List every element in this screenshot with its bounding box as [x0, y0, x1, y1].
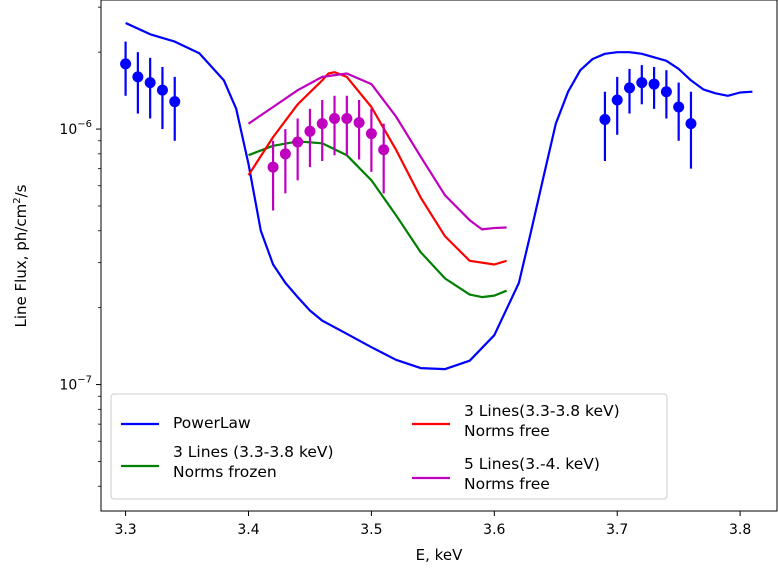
data-point	[660, 86, 672, 98]
x-axis: 3.3 3.4 3.5 3.6 3.7 3.8	[114, 511, 751, 538]
x-tick-label: 3.3	[114, 522, 136, 538]
data-point	[292, 136, 304, 148]
data-point	[132, 71, 144, 83]
legend-label: Norms free	[464, 422, 550, 440]
data-point	[329, 112, 341, 124]
series-line-0	[125, 22, 753, 371]
x-tick-label: 3.4	[237, 522, 259, 538]
y-axis-label: Line Flux, ph/cm2/s	[12, 184, 30, 327]
plot-area	[120, 22, 753, 371]
data-point	[267, 161, 279, 173]
data-point	[599, 114, 611, 126]
legend-label: 5 Lines(3.-4. keV)	[464, 455, 600, 473]
data-point	[611, 94, 623, 106]
series-line-2	[247, 71, 507, 266]
x-tick-label: 3.8	[729, 522, 751, 538]
data-point	[304, 125, 316, 137]
y-tick-label: 10−7	[59, 375, 92, 394]
data-point	[353, 117, 365, 129]
x-tick-label: 3.7	[606, 522, 628, 538]
legend-frame	[110, 393, 668, 500]
data-point	[316, 118, 328, 130]
legend-label: Norms frozen	[173, 463, 277, 481]
data-point	[120, 58, 132, 70]
data-point	[648, 78, 660, 90]
data-point	[636, 77, 648, 89]
x-tick-label: 3.6	[483, 522, 505, 538]
y-tick-label: 10−6	[59, 119, 92, 138]
data-point	[673, 101, 685, 113]
data-point	[144, 77, 156, 89]
data-point	[341, 112, 353, 124]
legend: PowerLaw 3 Lines (3.3-3.8 keV) Norms froze…	[110, 393, 668, 500]
data-point	[365, 128, 377, 140]
legend-label: 3 Lines(3.3-3.8 keV)	[464, 402, 620, 420]
series-line-3	[247, 72, 507, 231]
legend-label: PowerLaw	[173, 414, 251, 432]
data-point	[685, 118, 697, 130]
y-axis: 10−7 10−6	[59, 6, 101, 487]
data-point	[279, 148, 291, 160]
data-point	[169, 96, 181, 108]
legend-label: 3 Lines (3.3-3.8 keV)	[173, 443, 334, 461]
data-point	[156, 84, 168, 96]
x-axis-label: E, keV	[416, 546, 463, 564]
data-point	[378, 144, 390, 156]
plot-frame	[100, 0, 778, 512]
data-point	[624, 82, 636, 94]
x-tick-label: 3.5	[360, 522, 382, 538]
legend-label: Norms free	[464, 475, 550, 493]
